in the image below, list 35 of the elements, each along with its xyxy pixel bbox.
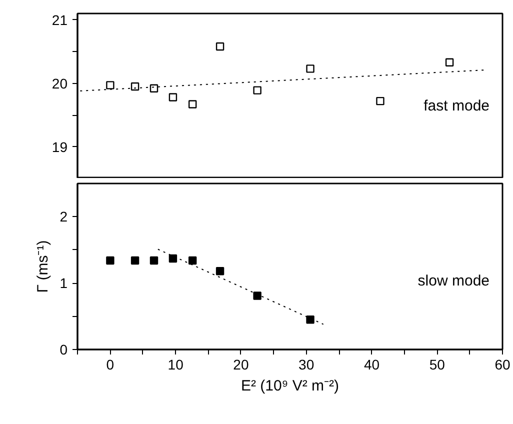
- point: [445, 58, 454, 66]
- x-tick-label: 10: [168, 356, 184, 372]
- point: [130, 256, 140, 265]
- y-tick-label: 0: [60, 342, 68, 358]
- point: [150, 256, 158, 265]
- x-tick-label: 40: [364, 356, 380, 372]
- point: [253, 86, 262, 94]
- y-tick-label: 19: [52, 138, 68, 155]
- point: [188, 100, 197, 108]
- point: [150, 84, 158, 92]
- point: [376, 96, 384, 106]
- y-tick-label: 21: [52, 12, 68, 28]
- point: [253, 292, 262, 300]
- y-tick-label: 20: [52, 75, 68, 92]
- point: [306, 64, 314, 73]
- annotation: slow mode: [418, 272, 490, 290]
- point: [130, 82, 140, 91]
- x-tick-label: 50: [429, 356, 446, 372]
- y-tick-label: 2: [60, 208, 68, 225]
- y-tick-label: 1: [60, 275, 68, 292]
- point: [106, 81, 114, 90]
- point: [106, 256, 114, 265]
- point: [188, 256, 197, 265]
- point: [216, 42, 224, 51]
- x-tick-label: 20: [233, 356, 249, 372]
- point: [306, 316, 314, 324]
- x-tick-label: 30: [298, 356, 314, 372]
- annotation: fast mode: [424, 98, 490, 114]
- x-tick-label: 60: [494, 356, 510, 372]
- point: [216, 267, 224, 276]
- x-axis-title: E² (10⁹ V² m⁻²): [240, 378, 340, 394]
- point: [168, 93, 178, 102]
- x-tick-label: 0: [106, 356, 114, 372]
- point: [168, 254, 178, 263]
- y-axis-title: Γ (ms⁻¹): [34, 240, 52, 293]
